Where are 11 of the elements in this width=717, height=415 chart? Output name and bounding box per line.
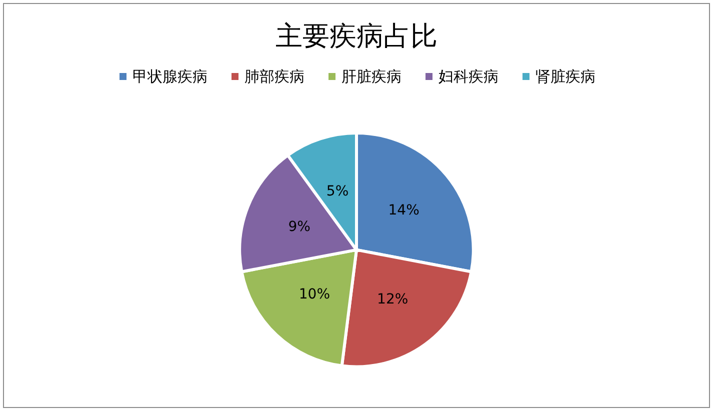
- data-label: 14%: [388, 202, 420, 219]
- data-label: 5%: [326, 183, 349, 200]
- chart-title: 主要疾病占比: [276, 21, 438, 52]
- data-label: 10%: [298, 286, 330, 303]
- legend-label: 甲状腺疾病: [132, 68, 208, 86]
- legend-label: 肝脏疾病: [342, 68, 402, 86]
- data-label: 9%: [288, 219, 310, 236]
- legend-label: 肺部疾病: [244, 68, 304, 86]
- data-label: 12%: [377, 292, 408, 308]
- legend-label: 妇科疾病: [438, 68, 498, 86]
- legend-label: 肾脏疾病: [536, 68, 596, 86]
